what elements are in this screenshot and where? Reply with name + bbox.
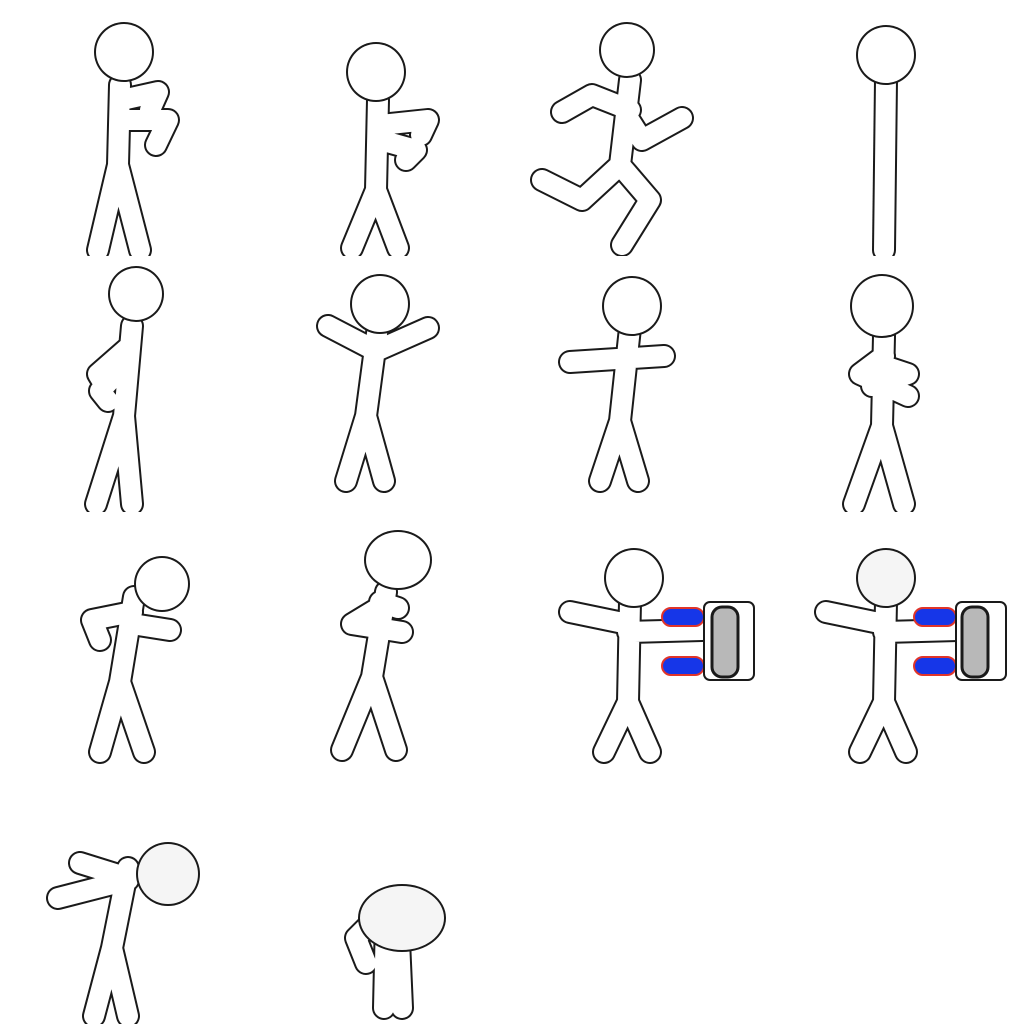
frame-fireball-cast-faded: [768, 512, 1024, 768]
projectile-bottom: [913, 656, 957, 676]
frame-side-lean: [0, 256, 256, 512]
frame-standing-straight: [768, 0, 1024, 256]
frame-knocked-back: [0, 768, 256, 1024]
frame-guard-arms-bent: [0, 0, 256, 256]
frame-arms-crossed: [768, 256, 1024, 512]
frame-collapsed: [256, 768, 512, 1024]
projectile-bottom: [661, 656, 705, 676]
frame-arms-out: [512, 256, 768, 512]
frame-running: [512, 0, 768, 256]
frame-fireball-cast: [512, 512, 768, 768]
frame-tilted-guard: [256, 512, 512, 768]
projectile-top: [913, 607, 957, 627]
frame-guard-arms-bent-low: [256, 0, 512, 256]
frame-crouch-punch: [0, 512, 256, 768]
projectile-top: [661, 607, 705, 627]
frame-arms-raised: [256, 256, 512, 512]
